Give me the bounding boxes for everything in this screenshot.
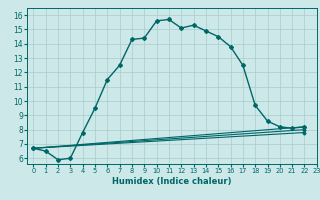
X-axis label: Humidex (Indice chaleur): Humidex (Indice chaleur) bbox=[112, 177, 232, 186]
